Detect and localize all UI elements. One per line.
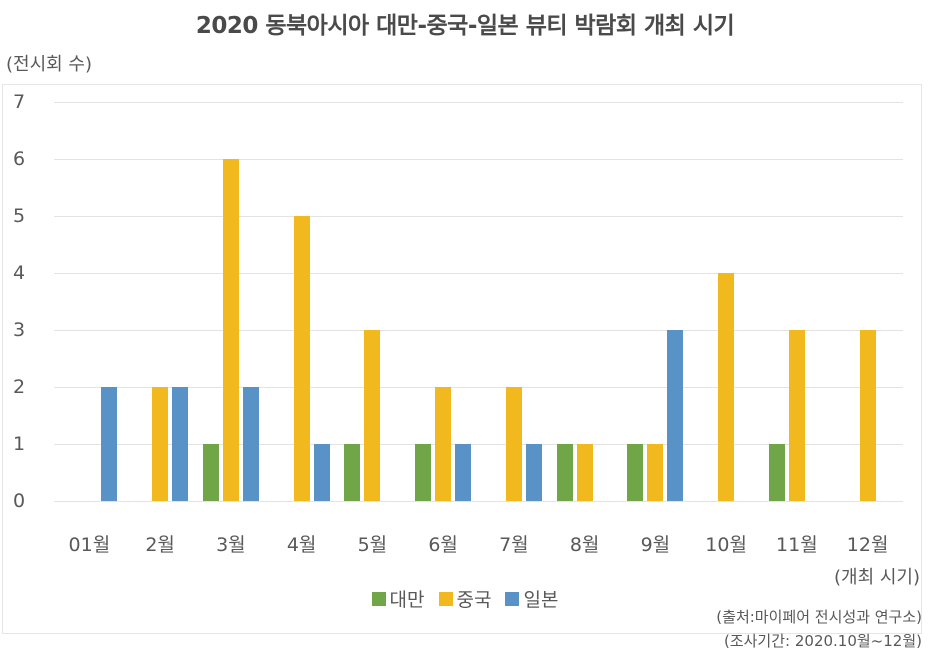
x-tick-label: 8월 xyxy=(569,534,600,556)
legend-item-taiwan: 대만 xyxy=(371,585,425,612)
x-tick-label: 4월 xyxy=(286,534,317,556)
bar-중국-7월 xyxy=(505,387,522,501)
chart-frame xyxy=(2,84,922,634)
y-tick-label: 0 xyxy=(13,490,26,512)
legend-label: 일본 xyxy=(523,589,559,611)
bar-중국-2월 xyxy=(152,387,169,501)
gridline xyxy=(54,102,903,103)
bar-중국-5월 xyxy=(364,330,381,501)
x-axis-label: (개최 시기) xyxy=(833,567,920,588)
y-tick-label: 1 xyxy=(13,433,26,455)
legend: 대만 중국 일본 xyxy=(0,585,930,612)
gridline xyxy=(54,216,903,217)
bar-일본-4월 xyxy=(313,444,330,501)
bar-일본-6월 xyxy=(455,444,472,501)
gridline xyxy=(54,444,903,445)
bar-중국-11월 xyxy=(788,330,805,501)
gridline xyxy=(54,159,903,160)
x-tick-label: 7월 xyxy=(499,534,529,556)
x-tick-label: 2월 xyxy=(145,534,175,556)
bar-중국-9월 xyxy=(647,444,664,501)
y-axis-label: (전시회 수) xyxy=(6,54,93,75)
gridline xyxy=(54,273,903,274)
legend-item-china: 중국 xyxy=(438,585,492,612)
y-tick-label: 4 xyxy=(13,262,26,284)
bar-중국-8월 xyxy=(576,444,593,501)
x-tick-label: 9월 xyxy=(640,534,671,556)
x-tick-label: 10월 xyxy=(705,534,747,556)
legend-swatch-japan-icon xyxy=(505,591,520,606)
bar-일본-01월 xyxy=(101,387,118,501)
bar-대만-6월 xyxy=(415,444,432,501)
y-tick-label: 2 xyxy=(13,376,26,398)
y-tick-label: 7 xyxy=(13,91,26,113)
bar-일본-9월 xyxy=(667,330,684,501)
bar-대만-3월 xyxy=(202,444,219,501)
x-tick-label: 12월 xyxy=(846,534,889,556)
gridline xyxy=(54,387,903,388)
legend-swatch-china-icon xyxy=(438,591,453,606)
y-tick-label: 6 xyxy=(13,148,26,170)
bar-대만-9월 xyxy=(627,444,644,501)
source-note: (출처:마이페어 전시성과 연구소) xyxy=(716,608,922,626)
x-tick-label: 6월 xyxy=(428,534,458,556)
bar-대만-5월 xyxy=(344,444,361,501)
x-tick-label: 01월 xyxy=(68,534,111,556)
legend-label: 중국 xyxy=(456,589,492,611)
x-tick-label: 11월 xyxy=(776,534,818,556)
x-tick-label: 3월 xyxy=(216,534,246,556)
y-tick-label: 3 xyxy=(13,319,26,341)
bar-중국-4월 xyxy=(293,216,310,501)
bar-중국-6월 xyxy=(435,387,452,501)
bar-일본-7월 xyxy=(525,444,542,501)
bar-일본-2월 xyxy=(172,387,189,501)
bar-중국-3월 xyxy=(222,159,239,501)
legend-swatch-taiwan-icon xyxy=(371,591,386,606)
y-tick-label: 5 xyxy=(13,205,26,227)
legend-label: 대만 xyxy=(389,589,425,611)
bar-중국-10월 xyxy=(718,273,735,501)
gridline xyxy=(54,501,903,502)
bar-중국-12월 xyxy=(859,330,876,501)
gridline xyxy=(54,330,903,331)
bar-대만-8월 xyxy=(556,444,573,501)
bar-일본-3월 xyxy=(242,387,259,501)
chart-title: 2020 동북아시아 대만-중국-일본 뷰티 박람회 개최 시기 xyxy=(195,13,735,39)
bar-대만-11월 xyxy=(768,444,785,501)
legend-item-japan: 일본 xyxy=(505,585,558,612)
x-tick-label: 5월 xyxy=(357,534,388,556)
survey-period-note: (조사기간: 2020.10월~12월) xyxy=(723,632,922,650)
